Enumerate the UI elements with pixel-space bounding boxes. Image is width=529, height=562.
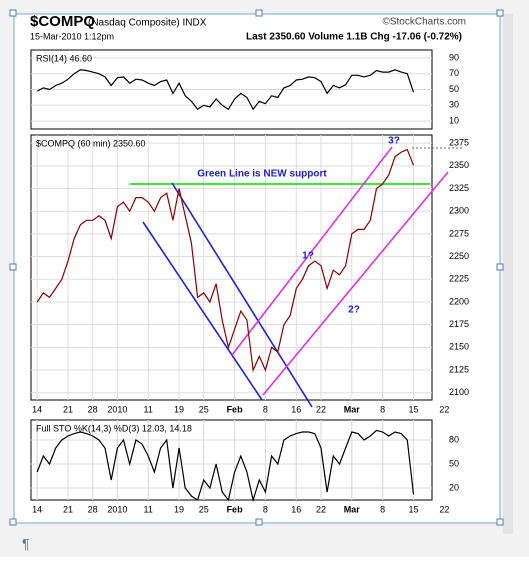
index-name: (Nasdaq Composite) INDX <box>88 18 207 29</box>
x-tick-label: 14 <box>32 404 42 414</box>
annotation: 2? <box>348 305 360 316</box>
trend-line <box>142 221 263 401</box>
x-tick-label: 19 <box>174 504 184 514</box>
x-tick-label: Feb <box>227 404 244 414</box>
symbol: $COMPQ <box>30 13 95 30</box>
y-tick-label: 10 <box>449 115 459 125</box>
x-tick-label: Mar <box>344 404 361 414</box>
x-tick-label: 2010 <box>107 404 127 414</box>
data-line <box>36 69 415 111</box>
x-tick-label: Feb <box>227 504 244 514</box>
x-tick-label: 22 <box>439 404 449 414</box>
y-tick-label: 2150 <box>449 342 469 352</box>
y-tick-label: 2350 <box>449 160 469 170</box>
data-line <box>36 429 415 503</box>
y-tick-label: 50 <box>449 84 459 94</box>
selection-handles <box>9 9 504 526</box>
y-tick-label: 70 <box>449 68 459 78</box>
x-tick-label: 22 <box>316 504 326 514</box>
y-tick-label: 50 <box>449 458 459 468</box>
y-tick-label: 20 <box>449 482 459 492</box>
x-tick-label: 22 <box>439 504 449 514</box>
x-tick-label: 14 <box>32 504 42 514</box>
x-tick-label: 28 <box>88 404 98 414</box>
y-tick-label: 80 <box>449 434 459 444</box>
x-tick-label: 8 <box>380 404 385 414</box>
quote: Last 2350.60 Volume 1.1B Chg -17.06 (-0.… <box>246 32 462 43</box>
x-tick-label: Mar <box>344 504 361 514</box>
y-tick-label: 2300 <box>449 206 469 216</box>
x-tick-label: 15 <box>408 504 418 514</box>
trend-line <box>231 146 393 356</box>
panel-legend: $COMPQ (60 min) 2350.60 <box>36 138 146 148</box>
x-tick-label: 8 <box>263 504 268 514</box>
x-tick-label: 15 <box>408 404 418 414</box>
annotation: Green Line is NEW support <box>197 169 327 180</box>
margin-strip <box>503 14 513 534</box>
x-tick-label: 25 <box>199 404 209 414</box>
annotation: 1? <box>302 251 314 262</box>
data-line <box>36 148 415 373</box>
annotation: 3? <box>388 136 400 147</box>
y-tick-label: 2250 <box>449 251 469 261</box>
x-tick-label: 21 <box>63 404 73 414</box>
panel-box <box>30 134 433 401</box>
x-tick-label: 8 <box>380 504 385 514</box>
y-tick-label: 2125 <box>449 364 469 374</box>
x-tick-label: 25 <box>199 504 209 514</box>
date: 15-Mar-2010 1:12pm <box>30 31 114 41</box>
x-tick-label: 28 <box>88 504 98 514</box>
panel-legend: RSI(14) 46.60 <box>36 53 92 63</box>
x-tick-label: 16 <box>291 404 301 414</box>
y-tick-label: 2200 <box>449 296 469 306</box>
x-tick-label: 8 <box>263 404 268 414</box>
y-tick-label: 90 <box>449 52 459 62</box>
x-tick-label: 22 <box>316 404 326 414</box>
trend-line <box>171 182 313 408</box>
x-tick-label: 21 <box>63 504 73 514</box>
y-tick-label: 30 <box>449 100 459 110</box>
trend-line <box>262 171 449 396</box>
y-tick-label: 2375 <box>449 138 469 148</box>
y-tick-label: 2225 <box>449 274 469 284</box>
y-tick-label: 2100 <box>449 387 469 397</box>
y-tick-label: 2175 <box>449 319 469 329</box>
x-tick-label: 16 <box>291 504 301 514</box>
y-tick-label: 2325 <box>449 183 469 193</box>
x-tick-label: 11 <box>144 504 153 514</box>
panel-legend: Full STO %K(14,3) %D(3) 12.03, 14.18 <box>36 423 192 433</box>
x-tick-label: 19 <box>174 404 184 414</box>
x-tick-label: 11 <box>144 404 153 414</box>
y-tick-label: 2275 <box>449 228 469 238</box>
pilcrow: ¶ <box>22 536 30 552</box>
x-tick-label: 2010 <box>107 504 127 514</box>
source: ©StockCharts.com <box>382 17 466 28</box>
